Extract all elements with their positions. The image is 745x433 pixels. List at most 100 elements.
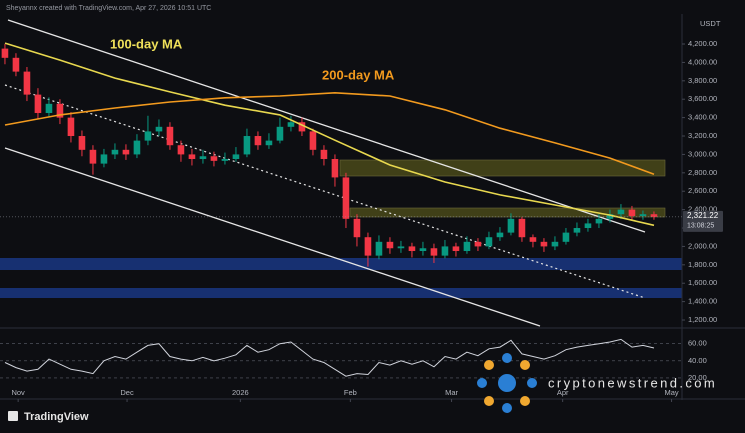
- y-tick-label: 4,000.00: [688, 57, 717, 66]
- watermark-text: cryptonewstrend.com: [548, 375, 717, 390]
- candle-body: [56, 103, 64, 118]
- x-tick-label: Nov: [11, 388, 25, 397]
- candle-body: [166, 126, 174, 146]
- candle-body: [562, 232, 570, 242]
- candle-body: [540, 241, 548, 247]
- candle-body: [375, 241, 383, 256]
- candle-body: [144, 131, 152, 141]
- x-tick-label: Apr: [557, 388, 569, 397]
- candle-body: [210, 156, 218, 161]
- last-price-box: [683, 210, 723, 232]
- candle-body: [584, 223, 592, 229]
- candle-body: [463, 241, 471, 252]
- candle-body: [133, 140, 141, 155]
- candle-body: [232, 154, 240, 160]
- candle-body: [276, 126, 284, 141]
- candle-body: [485, 237, 493, 247]
- candle-body: [298, 122, 306, 132]
- candle-body: [617, 209, 625, 215]
- candle-body: [111, 149, 119, 155]
- candle-body: [287, 122, 295, 127]
- candle-body: [441, 246, 449, 256]
- candle-body: [397, 246, 405, 249]
- x-tick-label: Mar: [445, 388, 458, 397]
- y-tick-label: 1,600.00: [688, 278, 717, 287]
- y-tick-label: 3,400.00: [688, 113, 717, 122]
- annotation: 100-day MA: [110, 36, 183, 51]
- x-tick-label: 2026: [232, 388, 249, 397]
- candle-body: [221, 159, 229, 161]
- support-zone: [0, 288, 682, 298]
- currency: USDT: [700, 19, 721, 28]
- y-tick-label: 3,800.00: [688, 76, 717, 85]
- x-tick-label: Feb: [344, 388, 357, 397]
- candle-body: [419, 248, 427, 252]
- y-tick-label: 2,800.00: [688, 168, 717, 177]
- candle-body: [573, 228, 581, 233]
- rsi-tick-label: 60.00: [688, 339, 707, 348]
- candle-body: [45, 103, 53, 114]
- attribution: Sheyannx created with TradingView.com, A…: [6, 5, 211, 12]
- candle-body: [507, 218, 515, 233]
- candle-body: [78, 136, 86, 150]
- candle-body: [595, 218, 603, 224]
- moving-average: [4, 42, 655, 227]
- candle-body: [309, 131, 317, 150]
- rsi-line: [4, 338, 655, 377]
- channel-line: [4, 147, 541, 327]
- candle-body: [265, 140, 273, 146]
- candle-body: [89, 149, 97, 164]
- countdown: 13:08:25: [687, 223, 714, 230]
- brand: TradingView: [24, 411, 89, 423]
- candle-body: [23, 71, 31, 95]
- candle-body: [518, 218, 526, 238]
- y-tick-label: 1,800.00: [688, 260, 717, 269]
- y-tick-label: 1,400.00: [688, 297, 717, 306]
- y-tick-label: 4,200.00: [688, 39, 717, 48]
- y-tick-label: 2,600.00: [688, 186, 717, 195]
- y-tick-label: 2,400.00: [688, 205, 717, 214]
- candle-body: [1, 48, 9, 58]
- candle-body: [100, 154, 108, 164]
- candle-body: [529, 237, 537, 242]
- candle-body: [342, 177, 350, 219]
- candle-body: [408, 246, 416, 252]
- rsi-tick-label: 20.00: [688, 373, 707, 382]
- y-tick-label: 3,600.00: [688, 94, 717, 103]
- annotation: 200-day MA: [322, 67, 395, 82]
- x-tick-label: May: [664, 388, 678, 397]
- candle-body: [551, 241, 559, 247]
- candle-body: [364, 237, 372, 256]
- y-tick-label: 3,000.00: [688, 149, 717, 158]
- support-zone: [0, 258, 682, 270]
- candle-body: [67, 117, 75, 137]
- candle-body: [320, 149, 328, 160]
- candle-body: [606, 214, 614, 219]
- y-tick-label: 2,000.00: [688, 241, 717, 250]
- candle-body: [353, 218, 361, 238]
- rsi-tick-label: 40.00: [688, 356, 707, 365]
- candle-body: [155, 126, 163, 132]
- candle-body: [650, 214, 658, 217]
- candle-body: [331, 159, 339, 178]
- candle-body: [199, 156, 207, 160]
- resistance-zone: [339, 159, 666, 177]
- candle-body: [177, 145, 185, 155]
- candle-body: [639, 214, 647, 217]
- marks: 1,200.00 1,400.00 1,600.00 1,800.00 2,000.00…: [0, 39, 723, 402]
- y-tick-label: 3,200.00: [688, 131, 717, 140]
- candle-body: [243, 136, 251, 155]
- candle-body: [34, 94, 42, 114]
- watermark-logo: [477, 353, 537, 413]
- candle-body: [628, 209, 636, 217]
- candle-body: [496, 232, 504, 238]
- candle-body: [254, 136, 262, 146]
- brand-logo: [8, 411, 18, 421]
- candle-body: [188, 154, 196, 160]
- candle-body: [474, 241, 482, 247]
- moving-average: [4, 91, 655, 175]
- candle-body: [122, 149, 130, 155]
- candle-body: [12, 57, 20, 72]
- x-tick-label: Dec: [120, 388, 134, 397]
- candle-body: [452, 246, 460, 252]
